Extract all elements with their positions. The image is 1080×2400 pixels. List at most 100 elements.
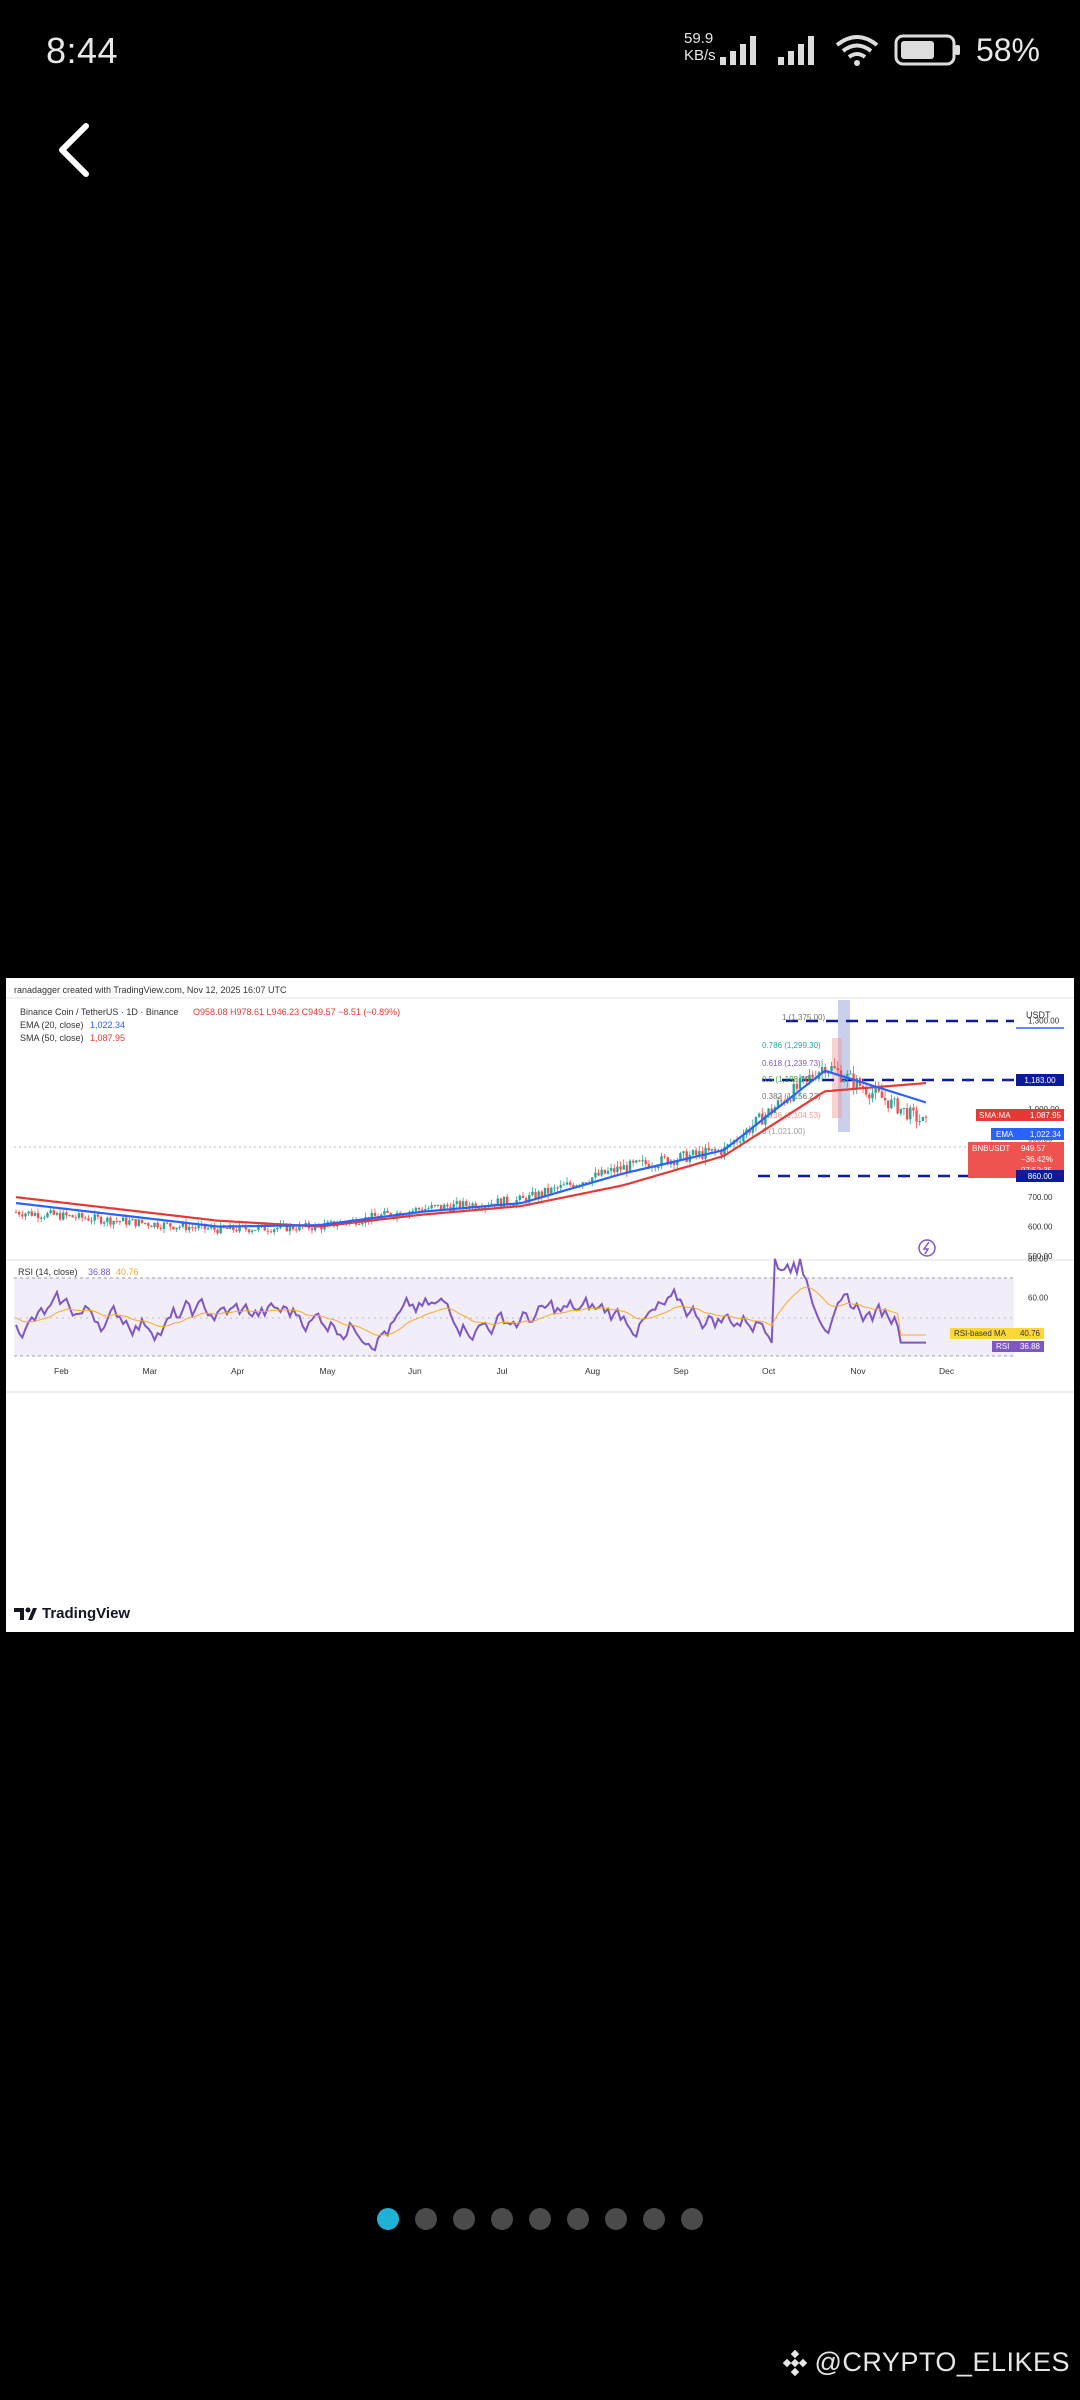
svg-text:EMA: EMA <box>996 1130 1014 1139</box>
back-arrow-icon[interactable] <box>52 118 96 182</box>
chart-image[interactable]: ranadagger created with TradingView.com,… <box>6 978 1074 1632</box>
candle-body <box>798 1078 802 1089</box>
pager-dot[interactable] <box>605 2208 627 2230</box>
svg-text:RSI: RSI <box>996 1342 1009 1351</box>
svg-text:RSI-based MA: RSI-based MA <box>954 1329 1007 1338</box>
candle-body <box>496 1198 499 1207</box>
candle-body <box>143 1222 147 1224</box>
candle-body <box>219 1225 222 1234</box>
candle-body <box>361 1222 364 1225</box>
candle-body <box>874 1087 877 1093</box>
candle-body <box>254 1229 257 1231</box>
candle-body <box>203 1223 207 1229</box>
svg-text:1,183.00: 1,183.00 <box>1024 1076 1056 1085</box>
watermark-text: @CRYPTO_ELIKES <box>814 2347 1070 2377</box>
candle-body <box>638 1160 641 1162</box>
candle-body <box>49 1210 52 1214</box>
candle-body <box>698 1151 701 1155</box>
candle-body <box>691 1150 695 1156</box>
candle-body <box>172 1226 175 1230</box>
candle-body <box>776 1100 780 1108</box>
candle-body <box>383 1211 386 1215</box>
candle-body <box>694 1150 698 1155</box>
candle-body <box>109 1217 112 1225</box>
candle-body <box>540 1191 544 1197</box>
candle-body <box>685 1151 688 1162</box>
candle-body <box>465 1201 468 1206</box>
fib-level-label: 0.236 (1,104.53) <box>762 1111 821 1120</box>
candle-body <box>191 1227 194 1229</box>
candle-body <box>250 1230 254 1233</box>
rsi-axis-label: 60.00 <box>1028 1294 1049 1303</box>
svg-text:−36.42%: −36.42% <box>1021 1155 1053 1164</box>
candle-body <box>74 1217 78 1219</box>
fib-band <box>838 1000 850 1132</box>
month-label: Apr <box>231 1366 244 1376</box>
candle-body <box>909 1107 912 1120</box>
candle-body <box>572 1184 575 1188</box>
battery-icon <box>894 34 960 66</box>
pager-dot[interactable] <box>377 2208 399 2230</box>
candle-body <box>770 1108 773 1113</box>
pager-dot[interactable] <box>567 2208 589 2230</box>
month-label: Jun <box>408 1366 422 1376</box>
signal-2-icon <box>777 36 814 65</box>
candle-body <box>194 1227 197 1229</box>
candle-body <box>433 1205 436 1207</box>
candle-body <box>24 1213 27 1217</box>
sma-legend-value: 1,087.95 <box>90 1033 125 1043</box>
candle-body <box>273 1229 276 1233</box>
pager-dots[interactable] <box>0 2208 1080 2238</box>
pager-dot[interactable] <box>453 2208 475 2230</box>
candle-body <box>77 1213 81 1218</box>
candle-body <box>531 1191 534 1195</box>
time-axis: Feb Mar Apr May Jun Jul Aug Sep Oct Nov Dec <box>54 1366 955 1376</box>
pager-dot[interactable] <box>643 2208 665 2230</box>
candle-body <box>609 1168 613 1171</box>
candle-body <box>849 1073 852 1075</box>
candle-body <box>924 1116 928 1118</box>
candle-body <box>506 1196 509 1205</box>
candle-body <box>125 1217 128 1225</box>
candle-body <box>883 1097 887 1101</box>
lightning-icon[interactable] <box>918 1239 936 1257</box>
candle-body <box>225 1227 229 1230</box>
rsi-ma-tag: RSI-based MA 40.76 <box>950 1328 1044 1339</box>
month-label: Jul <box>497 1366 508 1376</box>
svg-text:1,087.95: 1,087.95 <box>1030 1111 1062 1120</box>
candle-body <box>291 1225 295 1230</box>
rsi-legend-label: RSI (14, close) <box>18 1267 78 1277</box>
pager-dot[interactable] <box>529 2208 551 2230</box>
price-axis-label: 600.00 <box>1028 1223 1053 1232</box>
candle-body <box>21 1214 24 1217</box>
candle-body <box>471 1203 474 1208</box>
candle-body <box>543 1187 547 1197</box>
candle-body <box>213 1226 216 1230</box>
candle-body <box>370 1212 374 1222</box>
candle-body <box>915 1110 918 1122</box>
rsi-axis-label: 80.00 <box>1028 1255 1049 1264</box>
candle-body <box>890 1099 893 1109</box>
candle-body <box>789 1100 792 1102</box>
candle-body <box>147 1223 150 1226</box>
candle-body <box>811 1074 814 1078</box>
pager-dot[interactable] <box>681 2208 703 2230</box>
pager-dot[interactable] <box>415 2208 437 2230</box>
candle-body <box>660 1156 663 1167</box>
candle-body <box>603 1169 607 1174</box>
candle-body <box>764 1115 767 1125</box>
network-speed-unit: KB/s <box>684 47 716 64</box>
candle-body <box>115 1220 118 1222</box>
candle-body <box>754 1116 758 1127</box>
candle-body <box>156 1222 159 1228</box>
pager-dot[interactable] <box>491 2208 513 2230</box>
svg-text:949.57: 949.57 <box>1021 1144 1046 1153</box>
candle-body <box>90 1220 93 1222</box>
candle-body <box>836 1068 840 1071</box>
wifi-icon <box>835 35 879 66</box>
candle-body <box>68 1215 71 1217</box>
candle-body <box>14 1211 18 1213</box>
tradingview-chart: ranadagger created with TradingView.com,… <box>6 978 1074 1632</box>
candle-body <box>622 1165 625 1170</box>
candle-body <box>710 1149 714 1151</box>
